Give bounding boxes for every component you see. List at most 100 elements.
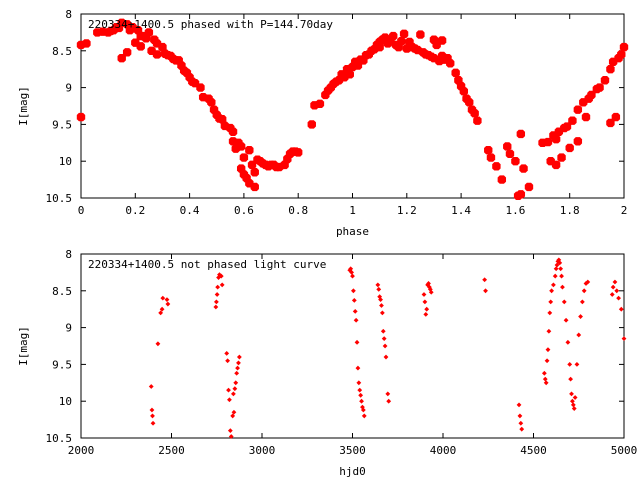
data-point bbox=[345, 70, 354, 79]
data-point bbox=[551, 134, 561, 144]
data-point bbox=[231, 391, 236, 397]
data-point bbox=[560, 284, 565, 290]
data-point bbox=[150, 420, 156, 426]
data-point bbox=[158, 310, 164, 316]
x-axis-label: hjd0 bbox=[339, 465, 366, 478]
data-point bbox=[543, 380, 549, 386]
data-point bbox=[511, 157, 520, 166]
data-point bbox=[422, 299, 428, 305]
y-tick-label: 9.5 bbox=[52, 358, 72, 371]
data-point bbox=[350, 273, 355, 279]
data-point bbox=[152, 50, 162, 59]
data-point bbox=[517, 413, 523, 419]
data-point bbox=[227, 397, 232, 403]
data-point bbox=[585, 279, 591, 285]
data-point bbox=[565, 339, 571, 345]
x-tick-label: 1.8 bbox=[560, 204, 580, 217]
x-axis-label: phase bbox=[336, 225, 369, 238]
data-point bbox=[213, 304, 219, 310]
x-tick-label: 0.2 bbox=[125, 204, 145, 217]
data-point bbox=[236, 142, 246, 151]
data-point bbox=[381, 336, 387, 342]
data-point bbox=[150, 413, 155, 419]
data-point bbox=[158, 42, 167, 52]
data-point bbox=[428, 289, 434, 295]
data-point bbox=[567, 362, 573, 367]
data-point bbox=[492, 162, 501, 171]
data-point bbox=[616, 295, 621, 301]
x-tick-label: 3000 bbox=[249, 444, 276, 457]
x-tick-label: 0.4 bbox=[180, 204, 200, 217]
data-point bbox=[427, 286, 433, 292]
data-point bbox=[549, 288, 554, 294]
y-tick-label: 8.5 bbox=[52, 285, 72, 298]
plot-title: 220334+1400.5 phased with P=144.70day bbox=[88, 18, 333, 31]
data-point bbox=[547, 310, 553, 316]
data-point bbox=[385, 391, 391, 397]
data-point bbox=[606, 65, 615, 74]
data-point bbox=[379, 303, 384, 308]
data-point bbox=[207, 98, 216, 107]
data-point bbox=[541, 370, 547, 376]
data-point bbox=[562, 122, 572, 131]
data-point bbox=[587, 90, 596, 100]
data-point bbox=[351, 297, 357, 303]
data-point bbox=[565, 143, 574, 153]
data-point bbox=[217, 115, 227, 124]
data-point bbox=[122, 48, 132, 57]
data-point bbox=[568, 376, 574, 382]
x-tick-label: 0.8 bbox=[288, 204, 308, 217]
data-point bbox=[516, 190, 526, 199]
data-point bbox=[239, 153, 249, 162]
data-point bbox=[416, 30, 425, 39]
data-point bbox=[542, 376, 548, 382]
data-point bbox=[294, 148, 303, 157]
data-point bbox=[621, 336, 627, 342]
x-tick-label: 1 bbox=[349, 204, 356, 217]
data-point bbox=[354, 339, 360, 345]
data-point bbox=[611, 112, 621, 122]
data-point bbox=[231, 409, 237, 415]
data-point bbox=[351, 288, 356, 294]
data-point bbox=[307, 120, 316, 129]
data-point bbox=[247, 160, 257, 170]
data-point bbox=[553, 266, 559, 272]
data-point bbox=[524, 182, 534, 192]
data-point bbox=[486, 153, 496, 162]
y-axis-label: I[mag] bbox=[17, 86, 30, 126]
data-point bbox=[505, 149, 515, 159]
data-point bbox=[358, 392, 364, 398]
data-point bbox=[459, 87, 469, 96]
data-point bbox=[543, 137, 553, 147]
data-point bbox=[614, 288, 620, 294]
data-point bbox=[353, 317, 359, 323]
data-point bbox=[579, 299, 585, 305]
y-tick-label: 8.5 bbox=[52, 45, 72, 58]
data-point bbox=[227, 428, 233, 434]
data-point bbox=[148, 384, 154, 389]
data-point bbox=[380, 328, 386, 334]
data-point bbox=[226, 387, 231, 393]
data-point bbox=[245, 145, 254, 155]
data-point bbox=[573, 137, 583, 146]
data-point bbox=[159, 306, 165, 312]
data-point bbox=[578, 314, 583, 319]
x-tick-label: 1.4 bbox=[451, 204, 471, 217]
data-point bbox=[554, 262, 560, 268]
data-point bbox=[619, 42, 629, 52]
data-point bbox=[82, 39, 91, 48]
data-point bbox=[375, 282, 381, 288]
data-point bbox=[233, 380, 239, 386]
y-tick-label: 10.5 bbox=[46, 432, 73, 445]
data-point bbox=[356, 380, 362, 386]
data-point bbox=[483, 288, 488, 294]
data-point bbox=[355, 365, 361, 371]
data-point bbox=[232, 386, 238, 392]
data-point bbox=[359, 398, 364, 404]
data-point bbox=[574, 362, 580, 367]
data-point bbox=[423, 311, 429, 317]
plot-frame bbox=[80, 13, 625, 199]
x-tick-label: 5000 bbox=[611, 444, 638, 457]
data-point bbox=[516, 129, 526, 139]
data-point bbox=[397, 37, 406, 46]
